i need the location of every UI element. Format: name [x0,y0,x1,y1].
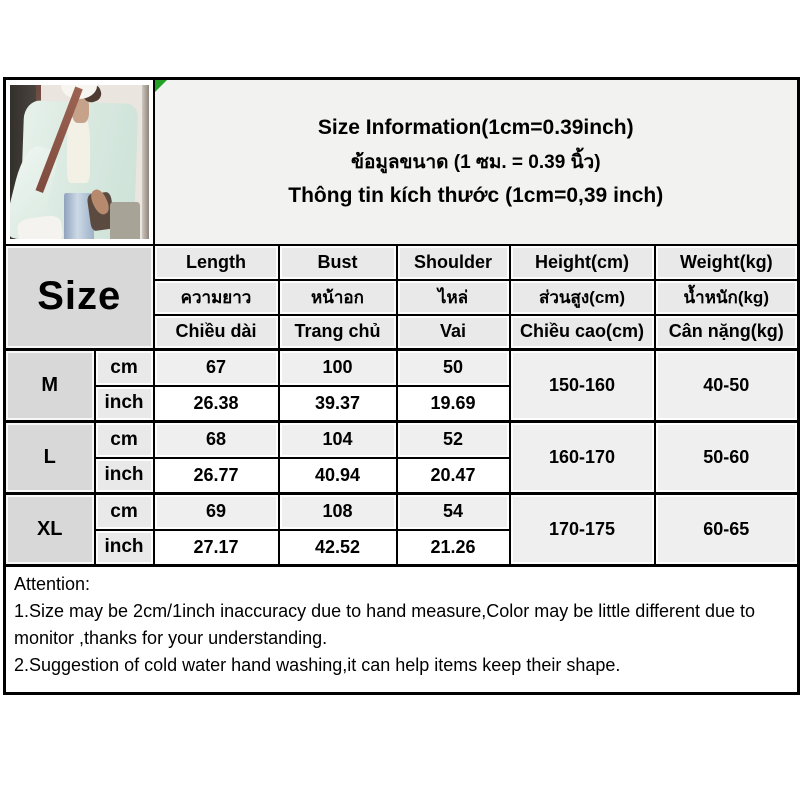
row-xl-height-range: 170-175 [508,492,656,567]
row-l-unit-inch: inch [93,456,155,495]
row-xl-size-label: XL [3,492,96,567]
attention-line-2: 2.Suggestion of cold water hand washing,… [14,655,621,675]
row-l-length-inch: 26.77 [152,456,280,495]
size-chart-table: Size Information(1cm=0.39inch) ข้อมูลขนา… [3,77,800,695]
row-m-length-inch: 26.38 [152,384,280,423]
photo-white-tee [66,109,91,184]
product-photo [10,84,149,239]
header-height-vi: Chiều cao(cm) [508,313,656,351]
row-l-bust-cm: 104 [277,420,398,459]
header-length-vi: Chiều dài [152,313,280,351]
row-l-shoulder-cm: 52 [395,420,511,459]
header-weight-vi: Cân nặng(kg) [653,313,800,351]
row-xl-unit-cm: cm [93,492,155,531]
header-bust-vi: Trang chủ [277,313,398,351]
row-m-weight-range: 40-50 [653,348,800,423]
row-m-shoulder-cm: 50 [395,348,511,387]
row-l-shoulder-inch: 20.47 [395,456,511,495]
row-l-unit-cm: cm [93,420,155,459]
row-l-length-cm: 68 [152,420,280,459]
row-m-bust-cm: 100 [277,348,398,387]
row-xl-weight-range: 60-65 [653,492,800,567]
photo-gray-fabric [109,201,141,239]
row-l-bust-inch: 40.94 [277,456,398,495]
title-english: Size Information(1cm=0.39inch) [317,115,634,139]
header-weight-th: น้ำหนัก(kg) [653,278,800,316]
row-l-weight-range: 50-60 [653,420,800,495]
attention-note: Attention: 1.Size may be 2cm/1inch inacc… [3,564,800,695]
row-xl-unit-inch: inch [93,528,155,567]
header-shoulder-en: Shoulder [395,243,511,281]
header-shoulder-th: ไหล่ [395,278,511,316]
cell-corner-marker-icon [155,80,167,92]
header-bust-en: Bust [277,243,398,281]
row-m-bust-inch: 39.37 [277,384,398,423]
header-bust-th: หน้าอก [277,278,398,316]
header-height-th: ส่วนสูง(cm) [508,278,656,316]
row-xl-length-inch: 27.17 [152,528,280,567]
row-m-shoulder-inch: 19.69 [395,384,511,423]
row-xl-bust-inch: 42.52 [277,528,398,567]
title-vietnamese: Thông tin kích thước (1cm=0,39 inch) [288,183,664,207]
header-height-en: Height(cm) [508,243,656,281]
row-l-size-label: L [3,420,96,495]
header-weight-en: Weight(kg) [653,243,800,281]
photo-background-right [141,84,149,239]
attention-heading: Attention: [14,574,91,594]
header-shoulder-vi: Vai [395,313,511,351]
row-m-length-cm: 67 [152,348,280,387]
row-m-unit-cm: cm [93,348,155,387]
row-xl-bust-cm: 108 [277,492,398,531]
row-xl-shoulder-cm: 54 [395,492,511,531]
title-thai: ข้อมูลขนาด (1 ซม. = 0.39 นิ้ว) [350,151,601,173]
header-length-th: ความยาว [152,278,280,316]
row-m-height-range: 150-160 [508,348,656,423]
row-m-unit-inch: inch [93,384,155,423]
header-size-corner: Size [3,243,155,351]
row-xl-shoulder-inch: 21.26 [395,528,511,567]
attention-line-1: 1.Size may be 2cm/1inch inaccuracy due t… [14,601,756,648]
row-xl-length-cm: 69 [152,492,280,531]
product-photo-cell [3,77,155,246]
header-length-en: Length [152,243,280,281]
row-l-height-range: 160-170 [508,420,656,495]
title-cell: Size Information(1cm=0.39inch) ข้อมูลขนา… [152,77,800,246]
row-m-size-label: M [3,348,96,423]
